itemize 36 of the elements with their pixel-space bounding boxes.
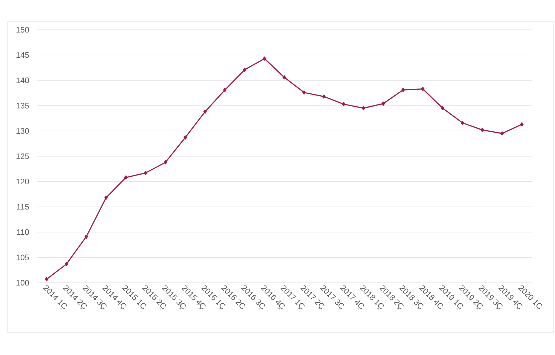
point: [45, 277, 49, 282]
point: [204, 110, 207, 114]
y-tick-label: 150: [16, 27, 30, 33]
point: [124, 176, 128, 180]
point: [282, 76, 286, 80]
y-tick-label: 140: [16, 78, 30, 84]
point: [144, 171, 148, 176]
point: [342, 102, 346, 106]
point: [520, 122, 524, 127]
point: [65, 262, 68, 266]
point: [184, 136, 188, 140]
point: [421, 87, 425, 92]
y-tick-label: 115: [17, 204, 30, 210]
point: [322, 94, 326, 99]
y-tick-label: 105: [16, 254, 30, 261]
point: [362, 106, 366, 110]
y-tick-label: 135: [16, 103, 30, 109]
point: [263, 56, 266, 61]
y-tick-label: 125: [16, 154, 30, 160]
point: [84, 234, 88, 239]
y-tick-label: 110: [17, 230, 30, 236]
point: [402, 88, 405, 92]
point: [461, 121, 464, 126]
point: [104, 196, 108, 200]
point: [164, 160, 168, 165]
point: [302, 90, 306, 95]
point: [223, 88, 227, 92]
y-tick-label: 130: [16, 128, 30, 134]
y-tick-label: 120: [16, 178, 30, 185]
point: [441, 106, 445, 110]
y-tick-label: 100: [16, 280, 30, 286]
point: [382, 102, 386, 106]
point: [480, 128, 484, 132]
point: [500, 132, 504, 136]
y-tick-label: 145: [16, 52, 30, 58]
point: [243, 68, 247, 72]
